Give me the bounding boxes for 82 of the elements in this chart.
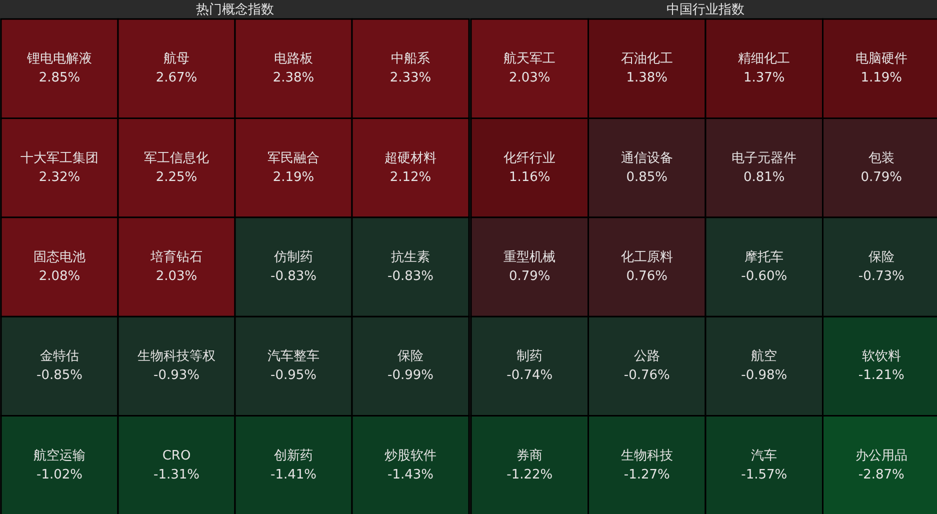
category-label: 培育钻石: [150, 249, 202, 265]
data-label: 0.79%: [508, 269, 550, 284]
data-label: 2.67%: [156, 70, 198, 86]
category-label: 软饮料: [862, 349, 901, 364]
data-label: -0.95%: [270, 368, 316, 384]
category-label: 券商: [516, 448, 543, 464]
category-label: 金特估: [40, 349, 79, 364]
data-label: 2.12%: [390, 170, 432, 185]
data-label: -1.22%: [506, 467, 553, 482]
category-label: 航母: [164, 52, 190, 67]
data-label: 2.03%: [156, 269, 198, 284]
data-label: -0.73%: [858, 269, 904, 284]
category-label: 中船系: [391, 52, 430, 67]
category-label: 固态电池: [34, 250, 86, 265]
data-label: 2.85%: [38, 70, 80, 86]
category-label: 创新药: [274, 448, 313, 464]
data-label: -1.31%: [154, 467, 200, 482]
data-label: -0.93%: [154, 368, 200, 384]
category-label: 汽车: [751, 448, 778, 464]
data-label: 0.85%: [626, 170, 668, 185]
category-label: 公路: [634, 349, 660, 364]
category-label: 生物科技: [620, 448, 673, 464]
data-label: 2.08%: [38, 269, 80, 284]
category-label: 航空: [751, 349, 778, 364]
category-label: 制药: [516, 349, 543, 364]
data-label: 1.37%: [743, 70, 785, 86]
data-label: -0.83%: [270, 269, 316, 284]
category-label: 保险: [398, 349, 424, 364]
category-label: 石油化工: [620, 52, 673, 67]
data-label: -1.02%: [36, 467, 82, 482]
category-label: 炒股软件: [384, 448, 436, 464]
data-label: 0.81%: [743, 170, 785, 185]
category-label: 通信设备: [620, 150, 673, 166]
data-label: 2.38%: [272, 70, 314, 86]
category-label: 航空运输: [34, 448, 86, 464]
data-label: 2.32%: [38, 170, 80, 185]
data-label: -1.43%: [388, 467, 434, 482]
category-label: 办公用品: [855, 448, 908, 464]
category-label: 摩托车: [744, 250, 784, 265]
text: 中国行业指数: [666, 2, 744, 18]
data-label: -0.98%: [741, 368, 788, 384]
data-label: -0.83%: [388, 269, 434, 284]
data-label: -0.99%: [388, 368, 434, 384]
category-label: 航天军工: [504, 52, 556, 67]
data-label: -1.57%: [741, 467, 788, 482]
category-label: 电脑硬件: [855, 52, 908, 67]
category-label: CRO: [162, 448, 191, 464]
data-label: -1.21%: [858, 368, 904, 384]
category-label: 保险: [868, 250, 894, 265]
category-label: 重型机械: [504, 250, 556, 265]
category-label: 超硬材料: [384, 150, 436, 166]
category-label: 化纤行业: [504, 150, 556, 166]
category-label: 化工原料: [620, 250, 673, 265]
text: 热门概念指数: [196, 1, 274, 18]
data-label: -1.27%: [624, 467, 670, 482]
category-label: 军工信息化: [144, 150, 209, 166]
category-label: 抗生素: [391, 250, 430, 265]
data-label: 2.33%: [390, 70, 432, 86]
data-label: 1.16%: [508, 170, 550, 185]
category-label: 包装: [868, 150, 894, 166]
category-label: 汽车整车: [268, 349, 320, 364]
data-label: 1.19%: [860, 70, 902, 86]
category-label: 十大军工集团: [20, 150, 98, 166]
category-label: 仿制药: [273, 250, 313, 265]
category-label: 生物科技等权: [138, 349, 216, 364]
data-label: 0.79%: [860, 170, 902, 185]
data-label: -0.76%: [624, 368, 670, 384]
data-label: 0.76%: [626, 269, 668, 284]
category-label: 精细化工: [738, 52, 790, 67]
category-label: 锂电电解液: [26, 52, 92, 67]
category-label: 军民融合: [268, 150, 320, 166]
data-label: 2.03%: [508, 70, 550, 86]
data-label: 1.38%: [626, 70, 668, 86]
data-label: -1.41%: [270, 467, 316, 482]
data-label: 2.25%: [156, 170, 198, 185]
category-label: 电子元器件: [732, 150, 797, 166]
data-label: -2.87%: [858, 467, 904, 482]
category-label: 电路板: [274, 52, 313, 67]
data-label: -0.60%: [741, 269, 788, 284]
data-label: -0.85%: [36, 368, 82, 384]
data-label: 2.19%: [272, 170, 314, 185]
data-label: -0.74%: [506, 368, 553, 384]
